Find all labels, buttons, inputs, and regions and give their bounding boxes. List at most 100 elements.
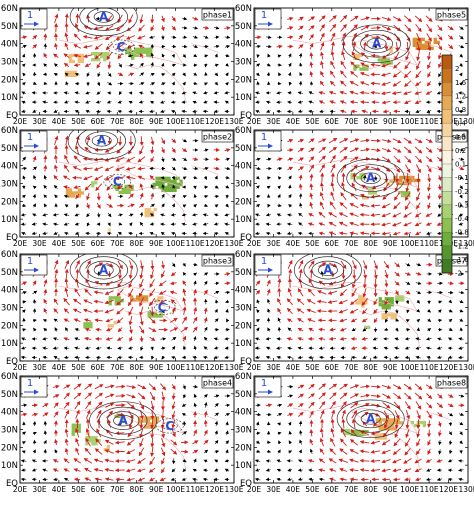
wind-vector-significant <box>104 147 114 153</box>
wind-vector <box>85 109 91 114</box>
y-tick-label: 10N <box>1 215 18 225</box>
x-tick-label: 30E <box>266 363 281 372</box>
x-tick-label: 100E <box>400 363 419 372</box>
wind-vector <box>128 222 133 227</box>
wind-vector-significant <box>404 146 412 154</box>
anomaly-cell <box>356 64 360 68</box>
anomaly-cell <box>143 50 147 54</box>
wind-vector-significant <box>137 156 146 163</box>
anomaly-cell <box>164 176 168 180</box>
wind-vector <box>170 213 177 217</box>
wind-vector-significant <box>309 192 314 200</box>
anomaly-cell <box>402 175 406 180</box>
wind-vector-significant <box>320 172 325 183</box>
x-tick-label: 20E <box>13 485 28 494</box>
anomaly-cell <box>89 325 93 329</box>
anomaly-cell <box>418 43 422 47</box>
wind-vector-significant <box>427 42 432 52</box>
wind-vector <box>276 166 283 171</box>
wind-vector-significant <box>370 203 381 208</box>
wind-vector-significant <box>392 231 401 236</box>
anomaly-cell <box>387 297 391 301</box>
wind-vector-significant <box>54 164 58 172</box>
y-tick-label: 20N <box>1 197 18 207</box>
topography-line <box>292 158 361 167</box>
wind-vector <box>171 231 176 236</box>
wind-vector <box>288 81 293 86</box>
wind-vector-significant <box>106 15 113 23</box>
wind-vector <box>117 100 123 104</box>
anomaly-cell <box>71 429 75 433</box>
wind-vector <box>86 212 90 218</box>
y-tick-label: 60N <box>1 372 18 382</box>
wind-vector-significant <box>319 32 325 42</box>
wind-vector <box>276 213 282 217</box>
wind-vector-significant <box>427 71 432 78</box>
wind-vector <box>297 109 303 113</box>
x-tick-label: 90E <box>149 117 164 126</box>
wind-vector <box>182 176 187 180</box>
wind-vector-significant <box>403 231 412 236</box>
anomaly-cell <box>412 37 416 41</box>
anomaly-cell <box>427 40 431 44</box>
wind-vector-significant <box>287 157 294 162</box>
wind-vector-significant <box>115 477 125 482</box>
wind-vector-significant <box>75 23 80 33</box>
wind-vector-significant <box>329 154 336 164</box>
x-tick-label: 130E <box>224 239 243 248</box>
y-tick-label: 60N <box>235 126 252 136</box>
wind-vector <box>224 166 231 171</box>
wind-vector <box>181 231 187 236</box>
anomaly-cell <box>381 418 385 422</box>
wind-vector-significant <box>328 146 338 153</box>
anomaly-cell <box>91 52 95 56</box>
wind-vector-significant <box>349 100 358 105</box>
wind-vector-significant <box>403 70 412 79</box>
anomaly-cell <box>77 426 81 430</box>
wind-vector <box>204 185 209 189</box>
wind-vector <box>459 53 463 58</box>
anomaly-cell <box>86 322 90 326</box>
anomaly-cell <box>179 179 183 183</box>
anomaly-cell <box>137 47 141 51</box>
wind-vector <box>53 63 58 67</box>
anomaly-cell <box>386 58 390 62</box>
wind-vector-significant <box>319 182 324 192</box>
wind-vector-significant <box>329 80 336 87</box>
wind-vector <box>255 185 260 189</box>
anomaly-cell <box>80 59 84 64</box>
wind-vector <box>298 80 303 86</box>
wind-vector-significant <box>309 183 314 191</box>
wind-vector <box>225 63 229 67</box>
x-tick-label: 120E <box>439 485 458 494</box>
wind-vector-significant <box>115 403 126 408</box>
y-tick-label: 40N <box>1 286 18 296</box>
wind-vector <box>22 203 27 207</box>
wind-vector-significant <box>64 154 70 164</box>
wind-vector <box>266 35 272 39</box>
colorbar-label: -0.8 <box>455 229 469 237</box>
wind-vector-significant <box>137 166 146 171</box>
wind-vector <box>21 63 26 68</box>
anticyclone-label: A <box>118 414 128 428</box>
anomaly-cell <box>173 188 177 192</box>
anomaly-cell <box>378 297 382 301</box>
wind-vector <box>107 81 113 86</box>
wind-vector-significant <box>43 33 48 41</box>
wind-vector <box>32 81 37 85</box>
colorbar-label: 1.2 <box>455 92 466 100</box>
wind-vector-significant <box>404 155 412 164</box>
anomaly-cell <box>384 313 388 317</box>
wind-vector <box>277 203 282 208</box>
wind-vector-significant <box>437 34 443 41</box>
wind-vector-significant <box>416 202 421 210</box>
wind-vector-significant <box>64 144 69 155</box>
y-tick-label: 40N <box>235 286 252 296</box>
y-tick-label: 20N <box>1 321 18 331</box>
anomaly-cell <box>408 181 412 186</box>
anomaly-cell <box>365 429 369 434</box>
anomaly-cell <box>164 188 168 192</box>
anomaly-cell <box>77 429 81 433</box>
wind-vector <box>139 211 144 218</box>
